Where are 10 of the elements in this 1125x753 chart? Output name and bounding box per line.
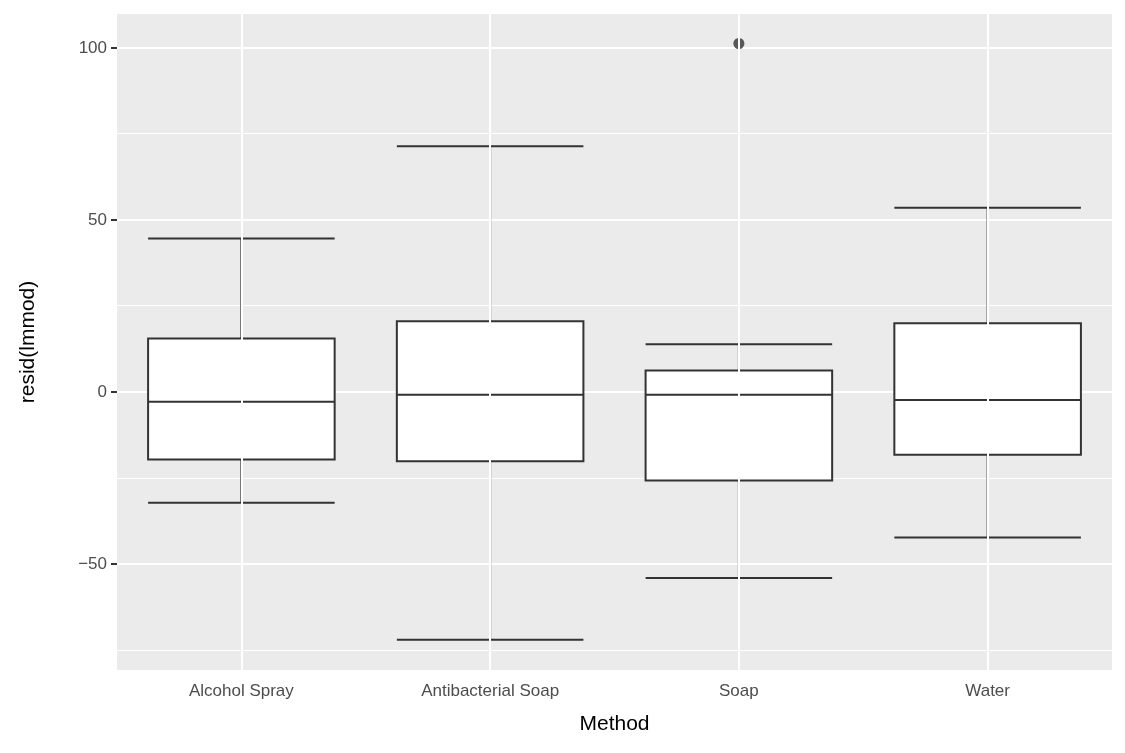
y-tick-label: 100 (78, 37, 107, 57)
y-tick-label: −50 (78, 554, 107, 574)
y-tick-label: 0 (97, 382, 107, 402)
x-tick-label: Alcohol Spray (188, 681, 295, 700)
x-tick-label: Soap (719, 681, 759, 700)
x-tick-label: Antibacterial Soap (421, 681, 560, 700)
y-axis-title: resid(lmmod) (15, 280, 38, 404)
y-tick-label: 50 (88, 210, 107, 230)
x-tick-label: Water (965, 681, 1011, 700)
x-axis-title: Method (579, 711, 650, 734)
